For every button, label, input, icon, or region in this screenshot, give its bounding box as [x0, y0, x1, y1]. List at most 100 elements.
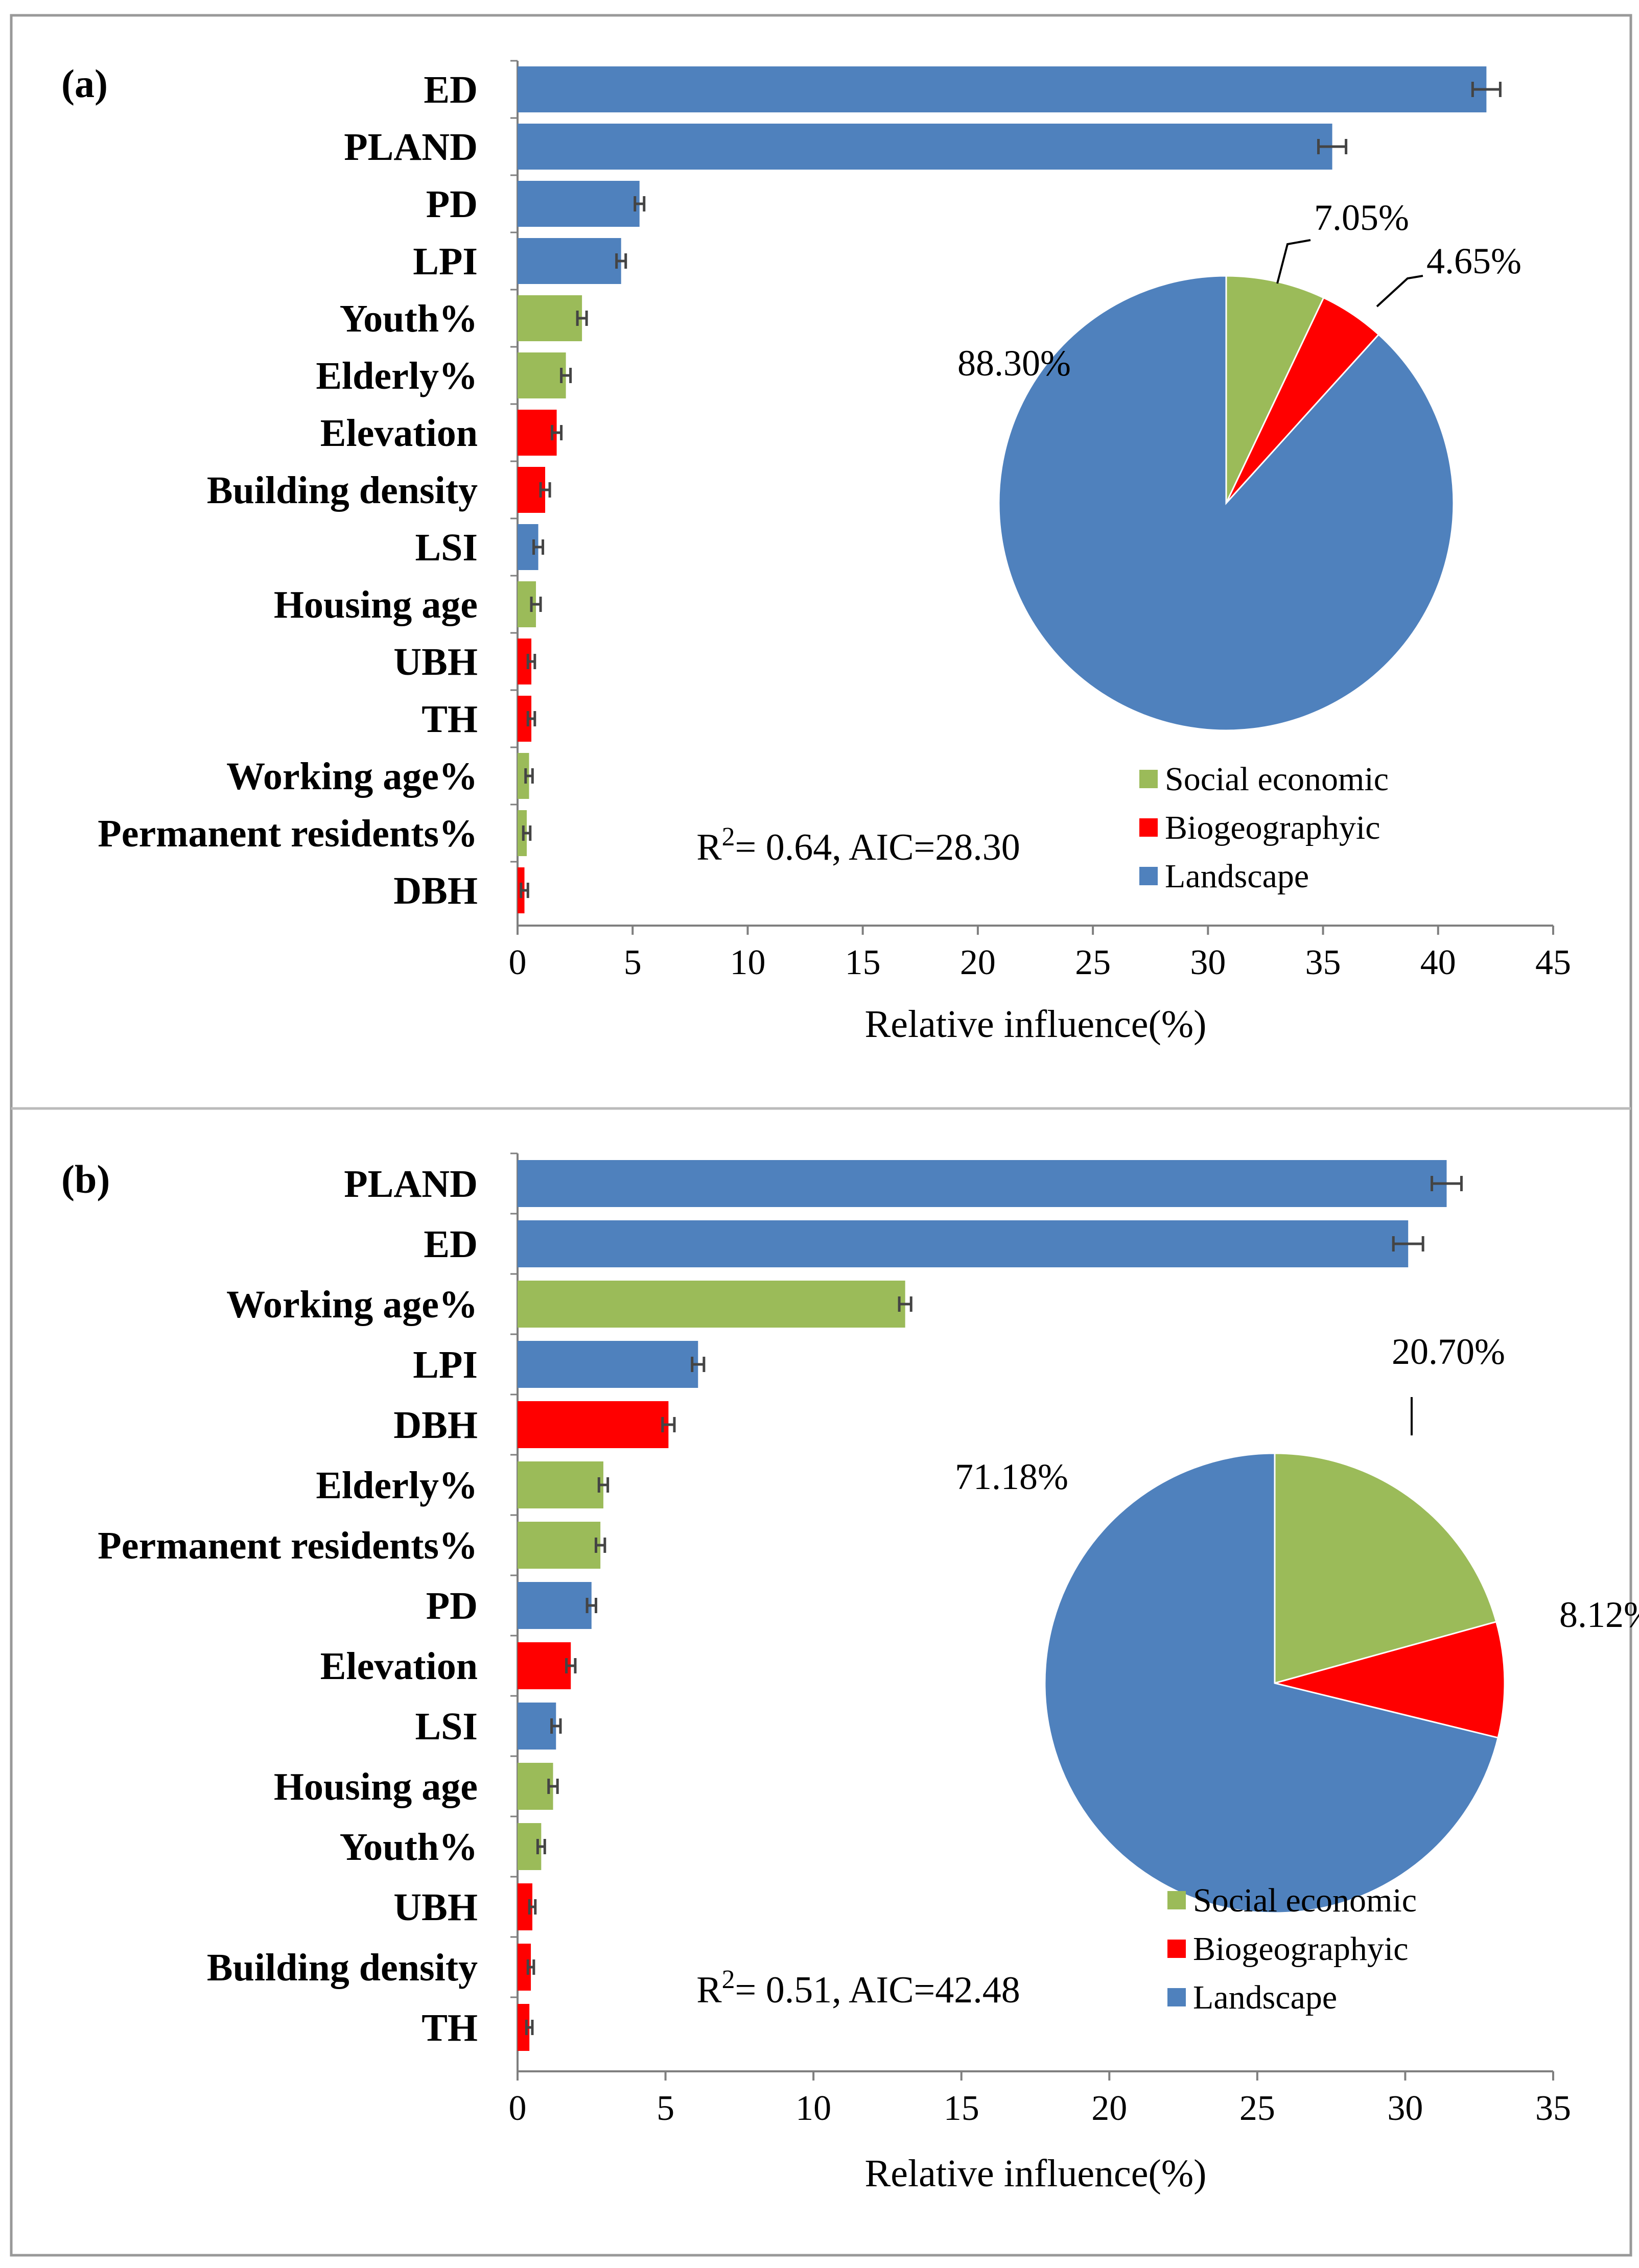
panel-b-error-bar-elderly: [597, 1477, 610, 1493]
panel-a-error-bar-pland: [1317, 139, 1348, 154]
figure-frame: [10, 14, 1632, 2257]
panel-b-bar-housing-age: [518, 1763, 553, 1810]
panel-b-bar-lsi: [518, 1703, 556, 1750]
panel-a-legend-swatch-landscape: [1139, 867, 1158, 885]
panel-b-error-bar-pd: [586, 1598, 597, 1613]
panel-b-category-label-ubh: UBH: [393, 1886, 478, 1929]
panel-a-legend-label-landscape: Landscape: [1165, 858, 1309, 895]
panel-b-legend-swatch-landscape: [1167, 1988, 1186, 2006]
panel-b-category-label-dbh: DBH: [393, 1404, 478, 1447]
panel-b-category-label-lpi: LPI: [413, 1343, 478, 1386]
panel-a-bar-elderly: [518, 352, 566, 398]
panel-b-category-label-pd: PD: [426, 1585, 478, 1627]
panel-a-category-label-housing-age: Housing age: [274, 583, 478, 626]
panel-a-x-tick-label-45: 45: [1535, 943, 1571, 982]
panel-b-pie-value-landscape: 71.18%: [955, 1456, 1068, 1497]
panel-b-x-tick-label-5: 5: [657, 2089, 674, 2128]
panel-b-x-tick-label-20: 20: [1091, 2089, 1127, 2128]
panel-a-category-label-pland: PLAND: [344, 126, 478, 169]
panel-b-error-bar-th: [525, 2020, 534, 2035]
panel-a-legend-swatch-biogeographyic: [1139, 818, 1158, 837]
panel-a-category-label-elderly: Elderly%: [316, 355, 478, 397]
panel-a-bar-pland: [518, 124, 1332, 170]
panel-a-error-bar-dbh: [520, 883, 529, 898]
panel-a-category-label-ubh: UBH: [393, 641, 478, 683]
panel-b-legend-swatch-social-economic: [1167, 1891, 1186, 1909]
panel-a-error-bar-lsi: [532, 539, 545, 555]
panel-a-error-bar-building-density: [539, 482, 551, 498]
panel-b-bar-permanent-residents: [518, 1522, 601, 1569]
panel-a-bar-pd: [518, 181, 640, 227]
panel-b-bar-working-age: [518, 1281, 905, 1328]
panel-b-error-bar-lpi: [691, 1357, 706, 1372]
panel-b-category-label-elevation: Elevation: [320, 1645, 478, 1688]
panel-a-bar-elevation: [518, 410, 557, 456]
panel-b-category-label-working-age: Working age%: [226, 1283, 478, 1326]
panel-a-category-label-elevation: Elevation: [320, 412, 478, 455]
panel-a-error-bar-ubh: [526, 654, 536, 669]
panel-b-category-label-youth: Youth%: [340, 1826, 478, 1869]
panel-b-x-tick-label-35: 35: [1535, 2089, 1571, 2128]
panel-a-error-bar-th: [526, 711, 536, 726]
panel-a-error-bar-housing-age: [530, 597, 542, 612]
panel-b-legend-label-biogeographyic: Biogeographyic: [1193, 1930, 1409, 1968]
panel-a-category-label-th: TH: [422, 698, 478, 741]
panel-b-legend-label-landscape: Landscape: [1193, 1979, 1337, 2016]
panel-a-pie-value-social-economic: 7.05%: [1314, 197, 1409, 238]
panel-a-x-tick-label-10: 10: [730, 943, 765, 982]
panel-b-pie-value-social-economic: 20.70%: [1392, 1331, 1505, 1372]
panel-a-category-label-lpi: LPI: [413, 240, 478, 283]
panel-a-legend-label-biogeographyic: Biogeographyic: [1165, 809, 1380, 846]
panel-a-error-bar-working-age: [524, 768, 534, 784]
panel-b-error-bar-ed: [1392, 1236, 1424, 1251]
panel-b-error-bar-permanent-residents: [594, 1538, 606, 1553]
panel-a-error-bar-ed: [1471, 82, 1502, 97]
panel-b-pie-slice-biogeographyic: [1272, 1621, 1506, 1739]
panel-a-category-label-lsi: LSI: [415, 526, 478, 569]
panel-b-legend-swatch-biogeographyic: [1167, 1940, 1186, 1958]
panel-b-bar-ed: [518, 1220, 1409, 1267]
panel-b-error-bar-lsi: [550, 1718, 562, 1734]
panel-b-legend: Social economic Biogeographyic Landscape: [1167, 1882, 1417, 2016]
panel-b-error-bar-elevation: [565, 1658, 577, 1673]
panel-a-category-label-ed: ED: [424, 68, 478, 111]
panel-a-category-label-pd: PD: [426, 183, 478, 226]
panel-a-x-tick-label-5: 5: [624, 943, 642, 982]
panel-b-error-bar-working-age: [898, 1296, 912, 1312]
panel-b-pie-value-biogeographyic: 8.12%: [1559, 1594, 1639, 1635]
panel-b-fit-annotation: R2= 0.51, AIC=42.48: [696, 1965, 1020, 2012]
panel-b-bar-pd: [518, 1582, 592, 1629]
panel-a-category-label-building-density: Building density: [207, 469, 478, 512]
panel-a-x-tick-label-25: 25: [1075, 943, 1111, 982]
panel-b-x-axis-title: Relative influence(%): [865, 2152, 1207, 2195]
panel-b-category-label-elderly: Elderly%: [316, 1464, 478, 1507]
panel-a-category-label-dbh: DBH: [393, 869, 478, 912]
panel-a-bar-youth: [518, 295, 582, 341]
panel-b-category-label-permanent-residents: Permanent residents%: [98, 1524, 478, 1567]
panel-a-error-bar-elevation: [551, 425, 563, 440]
panel-b-category-label-building-density: Building density: [207, 1946, 478, 1989]
panel-a-pie-value-biogeographyic: 4.65%: [1426, 241, 1521, 281]
panel-b-pie-slice-landscape: [1044, 1452, 1499, 1914]
panel-b-error-bar-pland: [1431, 1176, 1463, 1191]
panel-b-bar-elderly: [518, 1461, 603, 1508]
panel-b-category-label-housing-age: Housing age: [274, 1765, 478, 1808]
panel-b-error-bar-housing-age: [547, 1779, 559, 1794]
panel-b-error-bar-dbh: [661, 1417, 676, 1432]
panel-a-category-label-working-age: Working age%: [226, 755, 478, 798]
panel-a-x-tick-label-35: 35: [1305, 943, 1341, 982]
panel-b-error-bar-building-density: [526, 1959, 535, 1975]
panel-a-fit-annotation: R2= 0.64, AIC=28.30: [696, 822, 1020, 869]
panel-a-x-tick-label-30: 30: [1190, 943, 1226, 982]
panel-a-pie-leader-biogeographyic: [1376, 275, 1423, 308]
panel-b-category-label-lsi: LSI: [415, 1705, 478, 1748]
panel-b-x-tick-label-30: 30: [1387, 2089, 1423, 2128]
panel-a-category-label-permanent-residents: Permanent residents%: [98, 812, 478, 855]
panel-b-x-tick-label-25: 25: [1239, 2089, 1275, 2128]
panel-a-pie-slice-social-economic: [1225, 275, 1325, 504]
panel-b-x-tick-label-0: 0: [509, 2089, 527, 2128]
panel-a-error-bar-pd: [634, 196, 646, 211]
panel-a-legend-swatch-social-economic: [1139, 770, 1158, 788]
panel-a-pie-slice-landscape: [998, 275, 1455, 731]
